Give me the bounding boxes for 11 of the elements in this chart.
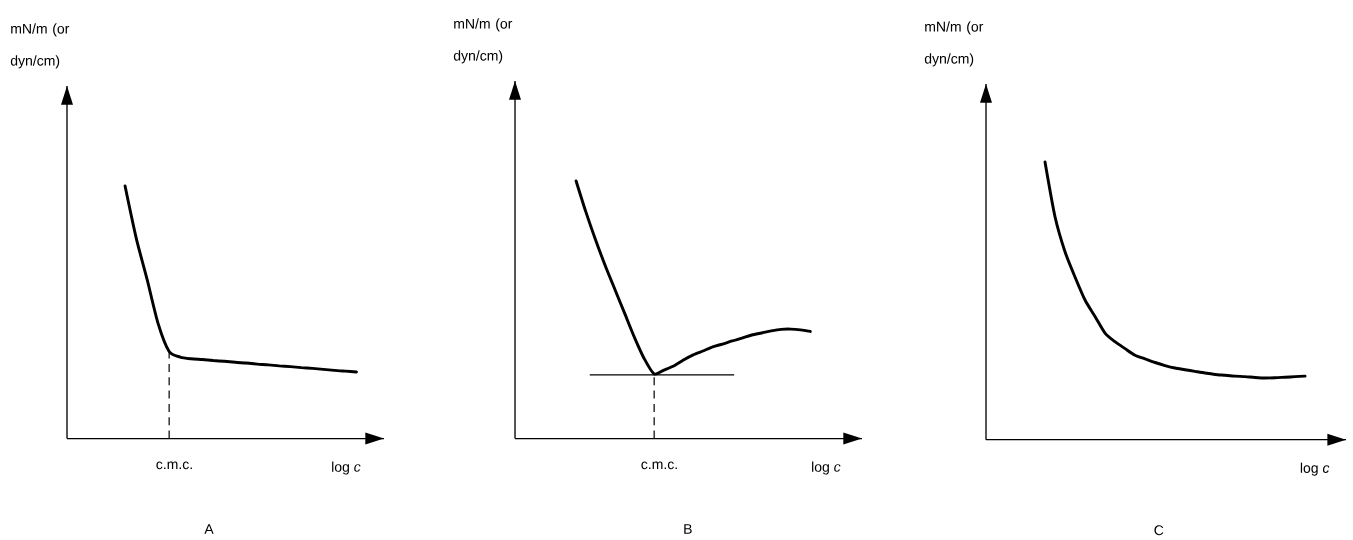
x-axis-title: log c	[812, 461, 841, 475]
x-axis-title: log c	[1300, 462, 1330, 476]
text: C	[1154, 525, 1164, 536]
text: mN/m (or dyn/cm)	[10, 23, 70, 69]
x-axis-title: log c	[332, 461, 361, 475]
text: A	[204, 524, 214, 534]
text: B	[684, 524, 692, 534]
text: c.m.c.	[641, 461, 677, 470]
text: mN/m (or dyn/cm)	[453, 18, 513, 64]
text: mN/m (or dyn/cm)	[924, 21, 984, 67]
text: c.m.c.	[156, 461, 192, 470]
